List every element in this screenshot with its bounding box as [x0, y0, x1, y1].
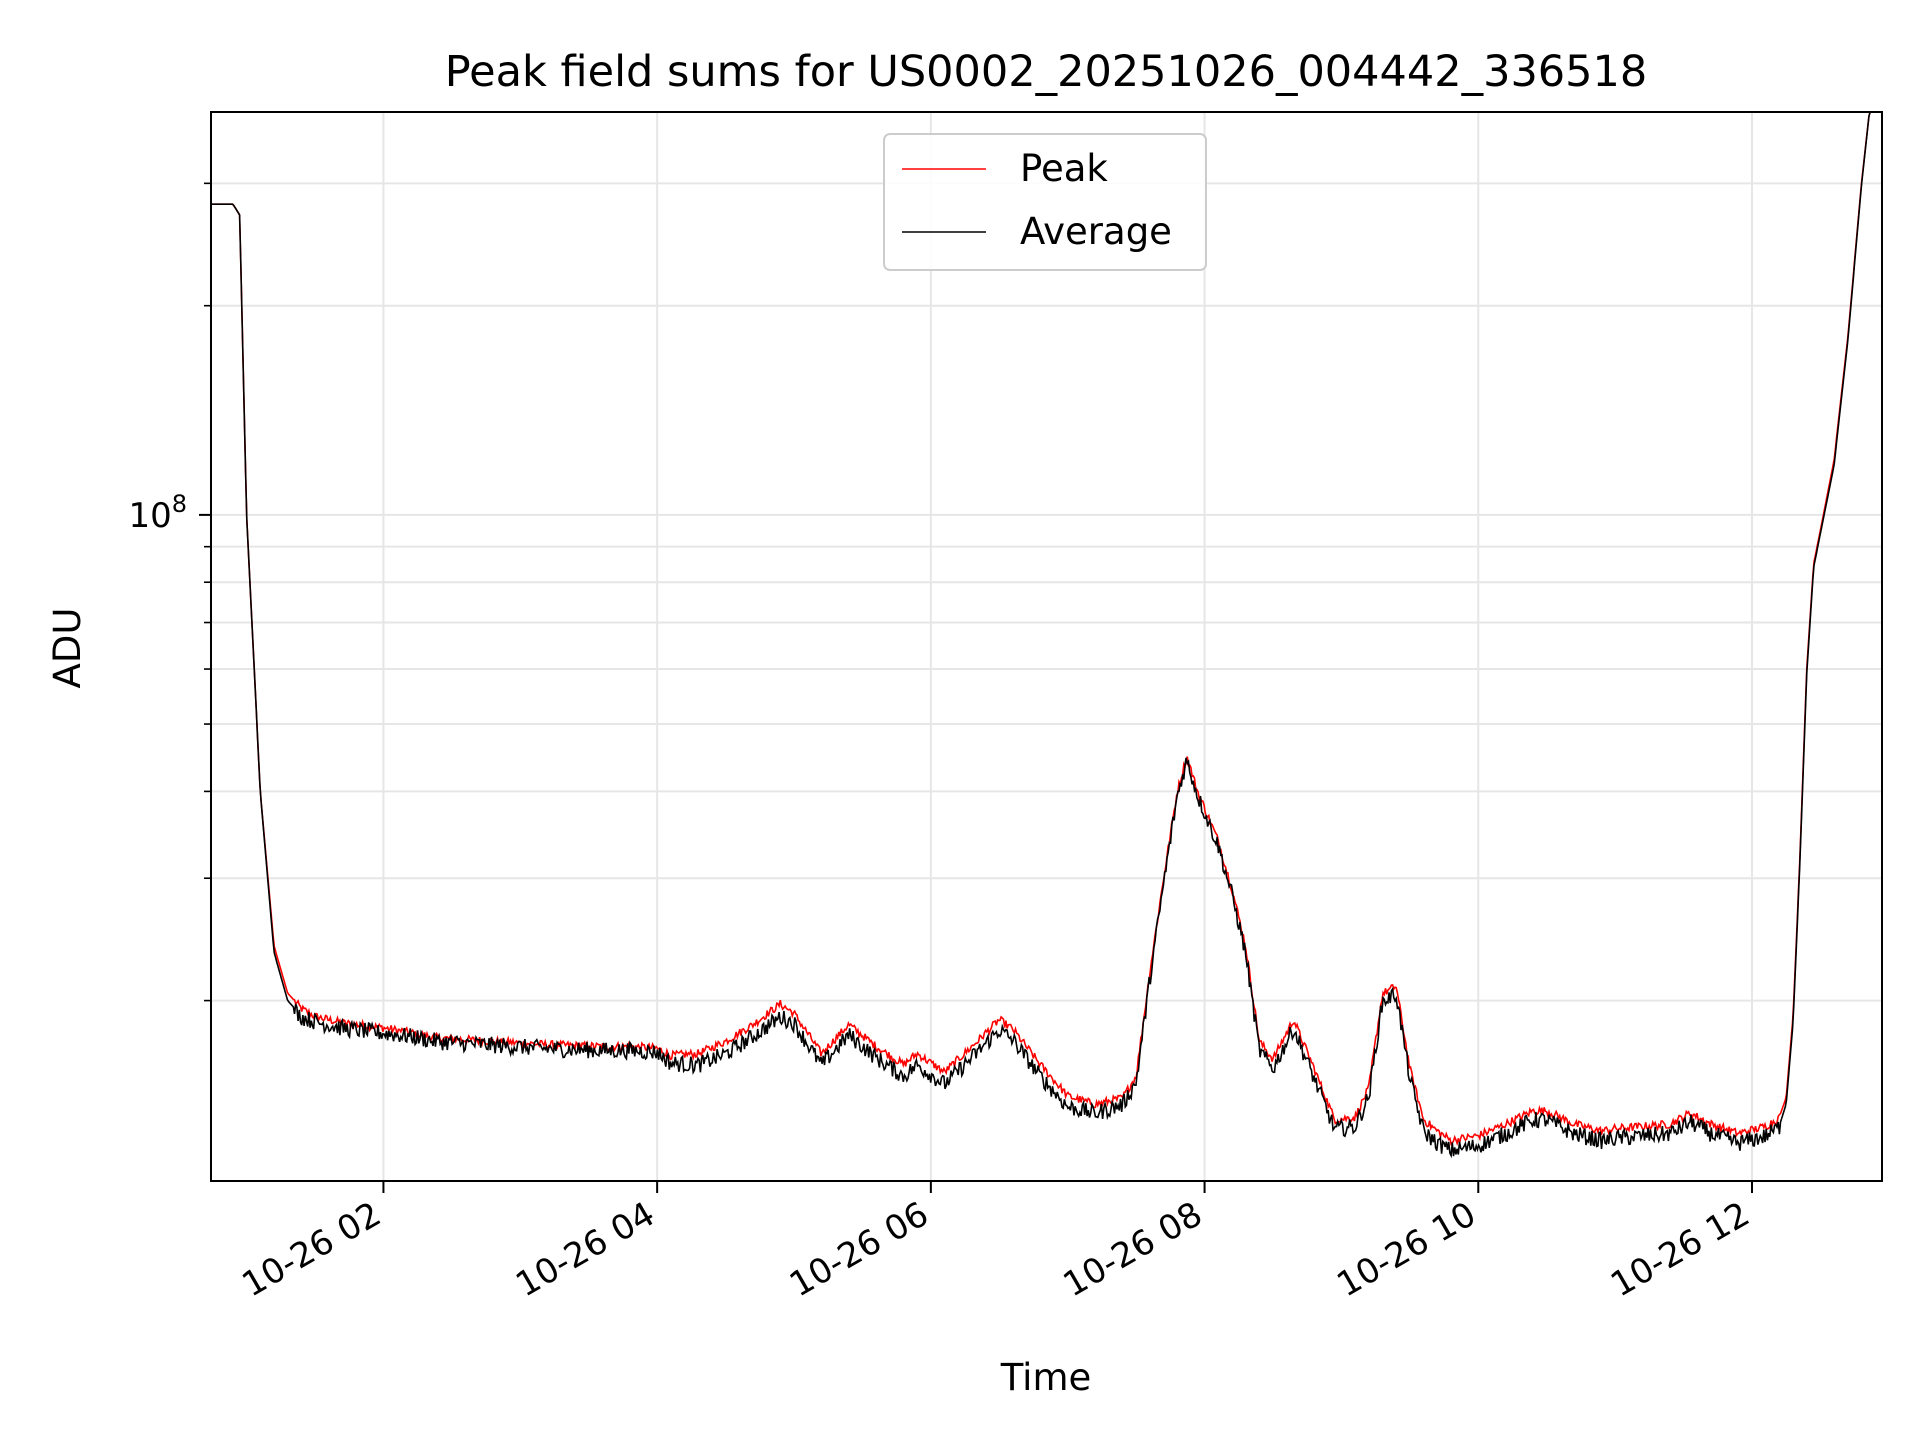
y-ticks: 108: [128, 182, 211, 1002]
legend-box: [883, 133, 1207, 271]
y-tick-label: 108: [128, 490, 187, 536]
legend-label-peak: Peak: [1020, 147, 1108, 190]
legend-label-average: Average: [1020, 210, 1172, 253]
series-layer: [211, 112, 1882, 1159]
chart-title: Peak field sums for US0002_20251026_0044…: [445, 47, 1648, 97]
series-line-average: [211, 112, 1882, 1159]
y-axis-label: ADU: [46, 608, 89, 689]
plot-frame: [210, 111, 1883, 1182]
x-axis-label: Time: [1000, 1356, 1092, 1399]
legend: Peak Average: [883, 133, 1207, 271]
